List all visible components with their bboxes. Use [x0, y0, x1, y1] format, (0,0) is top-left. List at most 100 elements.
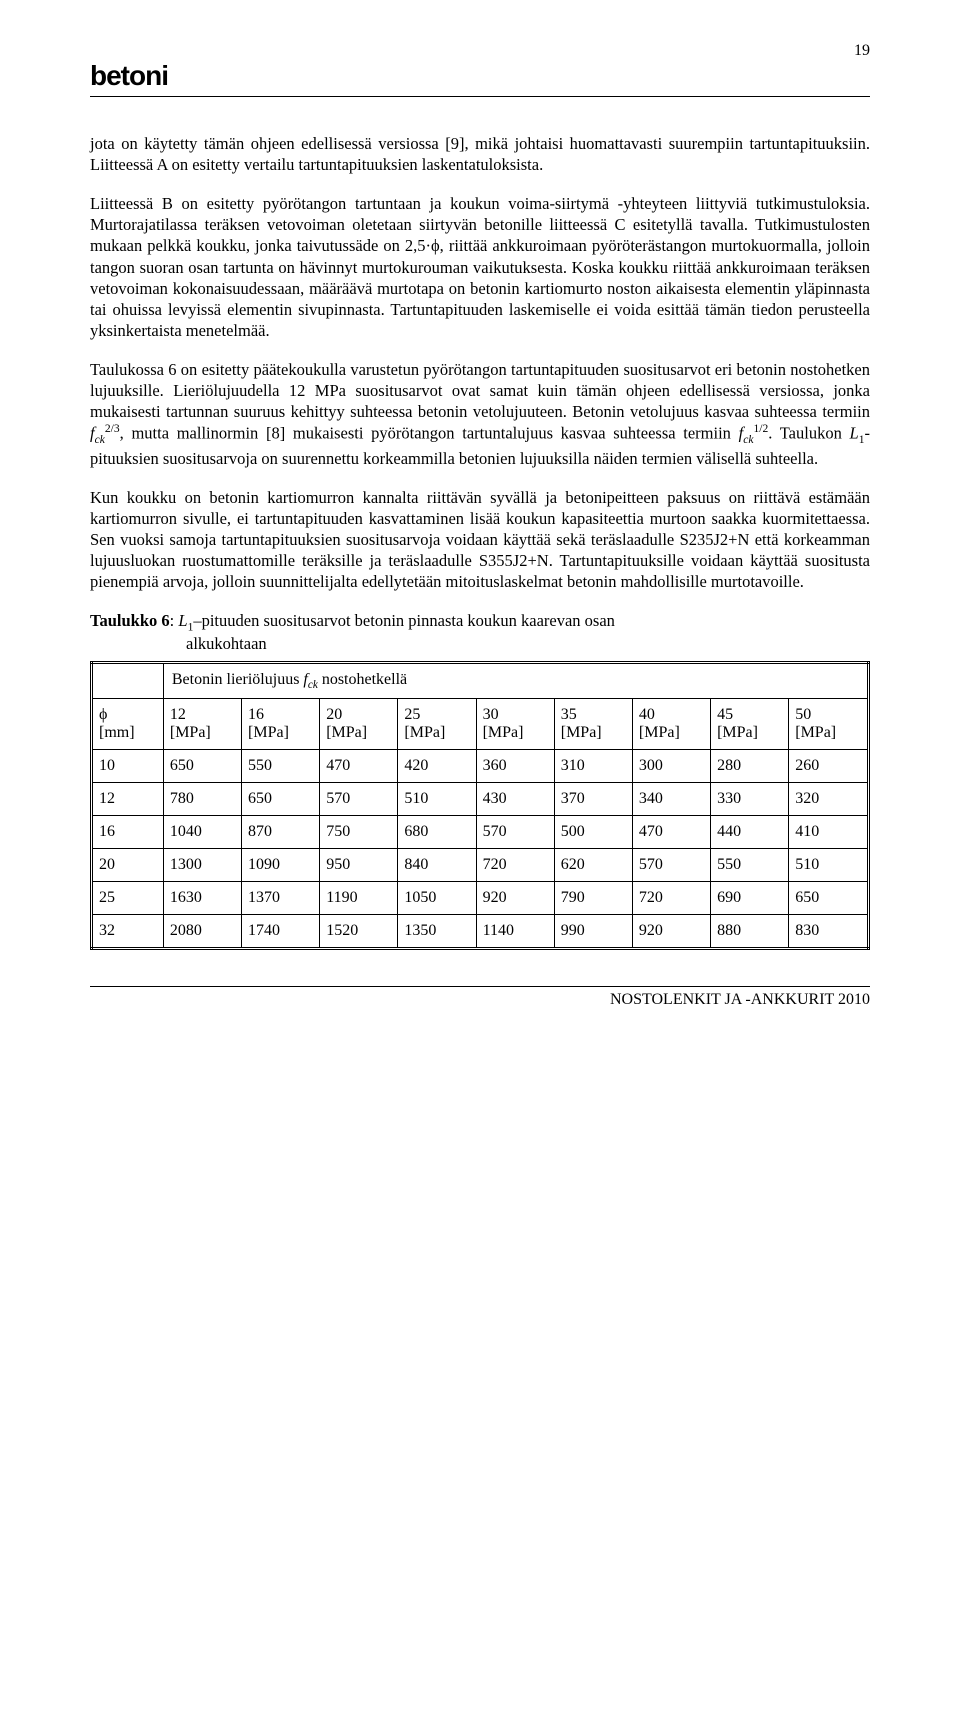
data-cell: 1190 — [320, 882, 398, 915]
data-cell: 870 — [242, 816, 320, 849]
data-cell: 330 — [711, 783, 789, 816]
data-cell: 510 — [398, 783, 476, 816]
rowhead-l2: [mm] — [99, 724, 135, 741]
col-head: 50[MPa] — [789, 699, 869, 750]
col-head: 40[MPa] — [632, 699, 710, 750]
row-header: 16 — [92, 816, 164, 849]
p3-text-a: Taulukossa 6 on esitetty päätekoukulla v… — [90, 360, 870, 421]
table-row: 251630137011901050920790720690650 — [92, 882, 869, 915]
data-cell: 1140 — [476, 915, 554, 949]
row-header: 10 — [92, 750, 164, 783]
col-l1: 40 — [639, 706, 655, 723]
footer: NOSTOLENKIT JA -ANKKURIT 2010 — [90, 986, 870, 1009]
data-cell: 830 — [789, 915, 869, 949]
data-cell: 470 — [320, 750, 398, 783]
caption-rest-b: –pituuden suositusarvot betonin pinnasta… — [193, 611, 615, 630]
paragraph-4: Kun koukku on betonin kartiomurron kanna… — [90, 487, 870, 593]
data-cell: 550 — [711, 849, 789, 882]
p3-text-b: , mutta mallinormin [8] mukaisesti pyörö… — [120, 424, 739, 443]
data-cell: 780 — [163, 783, 241, 816]
data-cell: 920 — [476, 882, 554, 915]
fck-sub: ck — [95, 434, 105, 446]
data-cell: 370 — [554, 783, 632, 816]
table-header-row: ϕ [mm] 12[MPa] 16[MPa] 20[MPa] 25[MPa] 3… — [92, 699, 869, 750]
data-cell: 920 — [632, 915, 710, 949]
data-cell: 570 — [476, 816, 554, 849]
data-cell: 510 — [789, 849, 869, 882]
table-row: 10650550470420360310300280260 — [92, 750, 869, 783]
data-cell: 1090 — [242, 849, 320, 882]
table-body: 1065055047042036031030028026012780650570… — [92, 750, 869, 949]
header: betoni 19 — [90, 60, 870, 97]
data-cell: 650 — [242, 783, 320, 816]
data-cell: 750 — [320, 816, 398, 849]
data-cell: 720 — [476, 849, 554, 882]
paragraph-1: jota on käytetty tämän ohjeen edellisess… — [90, 133, 870, 175]
col-l2: [MPa] — [326, 724, 367, 741]
data-cell: 720 — [632, 882, 710, 915]
data-cell: 260 — [789, 750, 869, 783]
col-head: 45[MPa] — [711, 699, 789, 750]
data-cell: 1350 — [398, 915, 476, 949]
data-cell: 550 — [242, 750, 320, 783]
data-cell: 1370 — [242, 882, 320, 915]
data-cell: 570 — [320, 783, 398, 816]
data-cell: 300 — [632, 750, 710, 783]
col-l1: 30 — [483, 706, 499, 723]
row-header: 12 — [92, 783, 164, 816]
data-cell: 650 — [789, 882, 869, 915]
col-l2: [MPa] — [483, 724, 524, 741]
fck-sub-2: ck — [743, 434, 753, 446]
col-l2: [MPa] — [717, 724, 758, 741]
row-header: 20 — [92, 849, 164, 882]
data-cell: 1300 — [163, 849, 241, 882]
table-row: 2013001090950840720620570550510 — [92, 849, 869, 882]
data-cell: 500 — [554, 816, 632, 849]
col-l1: 16 — [248, 706, 264, 723]
col-l2: [MPa] — [639, 724, 680, 741]
caption-bold: Taulukko 6 — [90, 611, 170, 630]
span-b: nostohetkellä — [318, 671, 407, 688]
row-header: 25 — [92, 882, 164, 915]
header-empty-cell — [92, 662, 164, 698]
col-l2: [MPa] — [248, 724, 289, 741]
data-cell: 990 — [554, 915, 632, 949]
col-head: 30[MPa] — [476, 699, 554, 750]
caption-L: L — [178, 611, 187, 630]
data-cell: 410 — [789, 816, 869, 849]
col-l2: [MPa] — [170, 724, 211, 741]
paragraph-2: Liitteessä B on esitetty pyörötangon tar… — [90, 193, 870, 341]
data-cell: 1040 — [163, 816, 241, 849]
L-symbol: L — [850, 424, 859, 443]
data-cell: 470 — [632, 816, 710, 849]
table-row: 12780650570510430370340330320 — [92, 783, 869, 816]
table-caption: Taulukko 6: L1–pituuden suositusarvot be… — [90, 611, 870, 655]
col-l2: [MPa] — [795, 724, 836, 741]
col-l1: 25 — [404, 706, 420, 723]
data-table: Betonin lieriölujuus fck nostohetkellä ϕ… — [90, 661, 870, 950]
data-cell: 570 — [632, 849, 710, 882]
p3-text-c: . Taulukon — [768, 424, 849, 443]
col-l1: 45 — [717, 706, 733, 723]
col-head: 12[MPa] — [163, 699, 241, 750]
exp-23: 2/3 — [105, 423, 120, 435]
data-cell: 1520 — [320, 915, 398, 949]
data-cell: 280 — [711, 750, 789, 783]
data-cell: 680 — [398, 816, 476, 849]
data-cell: 440 — [711, 816, 789, 849]
caption-line2: alkukohtaan — [90, 634, 267, 653]
col-l2: [MPa] — [404, 724, 445, 741]
col-head: 35[MPa] — [554, 699, 632, 750]
col-l1: 12 — [170, 706, 186, 723]
data-cell: 790 — [554, 882, 632, 915]
span-a: Betonin lieriölujuus — [172, 671, 304, 688]
page-number: 19 — [854, 42, 870, 60]
rowhead-l1: ϕ — [99, 706, 107, 723]
data-cell: 340 — [632, 783, 710, 816]
data-cell: 950 — [320, 849, 398, 882]
table-header-span-row: Betonin lieriölujuus fck nostohetkellä — [92, 662, 869, 698]
span-fck-sub: ck — [308, 679, 318, 691]
paragraph-3: Taulukossa 6 on esitetty päätekoukulla v… — [90, 359, 870, 469]
col-l1: 20 — [326, 706, 342, 723]
data-cell: 840 — [398, 849, 476, 882]
